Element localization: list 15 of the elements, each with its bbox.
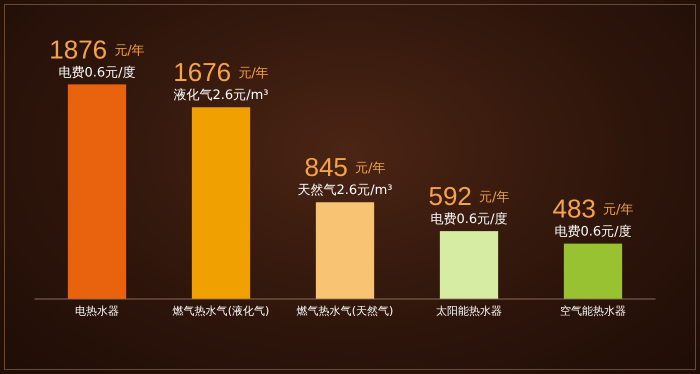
data-label: 483 元/年 xyxy=(552,194,634,224)
x-tick-label: 燃气热水气(液化气) xyxy=(172,304,270,318)
data-label: 845 元/年 xyxy=(304,152,386,182)
annotation: 天然气2.6元/m³ xyxy=(298,183,392,198)
x-tick-label: 燃气热水气(天然气) xyxy=(296,304,394,318)
data-label: 1876 元/年 xyxy=(49,34,145,64)
x-tick-label: 空气能热水器 xyxy=(560,304,626,318)
annotation: 液化气2.6元/m³ xyxy=(174,88,268,104)
annotation: 电费0.6元/度 xyxy=(58,64,136,80)
x-tick-label: 电热水器 xyxy=(75,304,119,318)
annotation: 电费0.6元/度 xyxy=(430,211,508,228)
annotation: 电费0.6元/度 xyxy=(554,224,632,240)
data-label: 592 元/年 xyxy=(428,181,510,212)
x-tick-label: 太阳能热水器 xyxy=(436,304,502,318)
data-label: 1676 元/年 xyxy=(173,57,269,88)
